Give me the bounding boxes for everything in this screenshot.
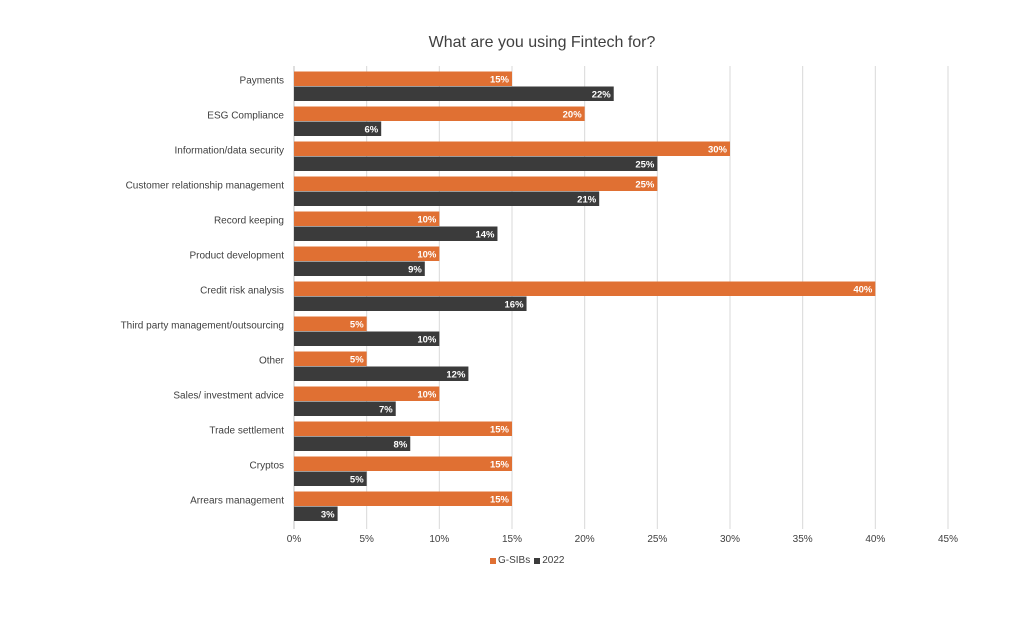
- bar-2022: [294, 366, 469, 381]
- bar-gsibs: [294, 176, 658, 191]
- data-label: 9%: [408, 264, 422, 275]
- bar-gsibs: [294, 491, 512, 506]
- data-label: 14%: [475, 229, 495, 240]
- data-label: 21%: [577, 194, 597, 205]
- category-label: Trade settlement: [209, 426, 284, 437]
- bar-gsibs: [294, 316, 367, 331]
- category-label: Information/data security: [175, 146, 285, 157]
- bars: [294, 71, 876, 521]
- x-tick-label: 20%: [575, 534, 595, 545]
- category-label: Credit risk analysis: [200, 286, 284, 297]
- legend-swatch-2022: [534, 557, 541, 564]
- bar-gsibs: [294, 421, 512, 436]
- category-label: ESG Compliance: [207, 111, 284, 122]
- data-label: 10%: [417, 214, 437, 225]
- legend-item-2022: 2022: [534, 555, 564, 566]
- x-tick-label: 40%: [865, 534, 885, 545]
- bar-gsibs: [294, 211, 440, 226]
- x-tick-label: 30%: [720, 534, 740, 545]
- data-label: 15%: [490, 459, 510, 470]
- x-tick-label: 15%: [502, 534, 522, 545]
- chart-title: What are you using Fintech for?: [428, 34, 656, 51]
- legend-label-gsibs: G-SIBs: [498, 555, 531, 566]
- data-label: 25%: [635, 159, 655, 170]
- bar-2022: [294, 156, 658, 171]
- category-label: Cryptos: [250, 461, 284, 472]
- data-label: 10%: [417, 389, 437, 400]
- category-label: Third party management/outsourcing: [121, 321, 284, 332]
- data-label: 10%: [417, 249, 437, 260]
- data-label: 7%: [379, 404, 393, 415]
- data-label: 16%: [505, 299, 525, 310]
- x-tick-label: 10%: [429, 534, 449, 545]
- data-label: 3%: [321, 509, 335, 520]
- x-tick-label: 0%: [287, 534, 302, 545]
- bar-gsibs: [294, 351, 367, 366]
- data-label: 40%: [853, 284, 873, 295]
- bar-2022: [294, 261, 425, 276]
- bar-2022: [294, 436, 411, 451]
- data-label: 22%: [592, 89, 612, 100]
- x-tick-label: 5%: [359, 534, 374, 545]
- legend-item-gsibs: G-SIBs: [490, 555, 530, 566]
- legend-swatch-gsibs: [490, 557, 496, 564]
- x-tick-label: 45%: [938, 534, 958, 545]
- bar-gsibs: [294, 386, 440, 401]
- data-label: 25%: [635, 179, 655, 190]
- x-tick-label: 25%: [647, 534, 667, 545]
- data-label: 5%: [350, 319, 364, 330]
- category-label: Customer relationship management: [126, 181, 285, 192]
- bar-2022: [294, 226, 498, 241]
- bar-2022: [294, 86, 614, 101]
- bar-2022: [294, 121, 382, 136]
- legend-label-2022: 2022: [542, 555, 565, 566]
- data-label: 20%: [563, 109, 583, 120]
- data-label: 5%: [350, 354, 364, 365]
- category-label: Sales/ investment advice: [173, 391, 284, 402]
- labels: 0% 5% 10% 15% 20% 25% 30% 35% 40% 45% Payments 15% 2…: [121, 74, 959, 545]
- bar-2022: [294, 296, 527, 311]
- bar-gsibs: [294, 246, 440, 261]
- category-label: Product development: [189, 251, 284, 262]
- data-label: 15%: [490, 424, 510, 435]
- category-label: Other: [259, 356, 285, 367]
- data-label: 6%: [364, 124, 378, 135]
- bar-gsibs: [294, 71, 512, 86]
- bar-gsibs: [294, 141, 730, 156]
- bar-2022: [294, 401, 396, 416]
- bar-2022: [294, 506, 338, 521]
- bar-gsibs: [294, 281, 876, 296]
- bar-2022: [294, 191, 600, 206]
- category-label: Arrears management: [190, 496, 284, 507]
- data-label: 5%: [350, 474, 364, 485]
- data-label: 12%: [446, 369, 466, 380]
- category-label: Payments: [240, 76, 284, 87]
- x-tick-label: 35%: [793, 534, 813, 545]
- data-label: 8%: [394, 439, 408, 450]
- bar-gsibs: [294, 106, 585, 121]
- category-label: Record keeping: [214, 216, 284, 227]
- bar-gsibs: [294, 456, 512, 471]
- legend: G-SIBs 2022: [490, 555, 564, 566]
- data-label: 30%: [708, 144, 728, 155]
- data-label: 10%: [417, 334, 437, 345]
- data-label: 15%: [490, 494, 510, 505]
- bar-2022: [294, 471, 367, 486]
- data-label: 15%: [490, 74, 510, 85]
- bar-2022: [294, 331, 440, 346]
